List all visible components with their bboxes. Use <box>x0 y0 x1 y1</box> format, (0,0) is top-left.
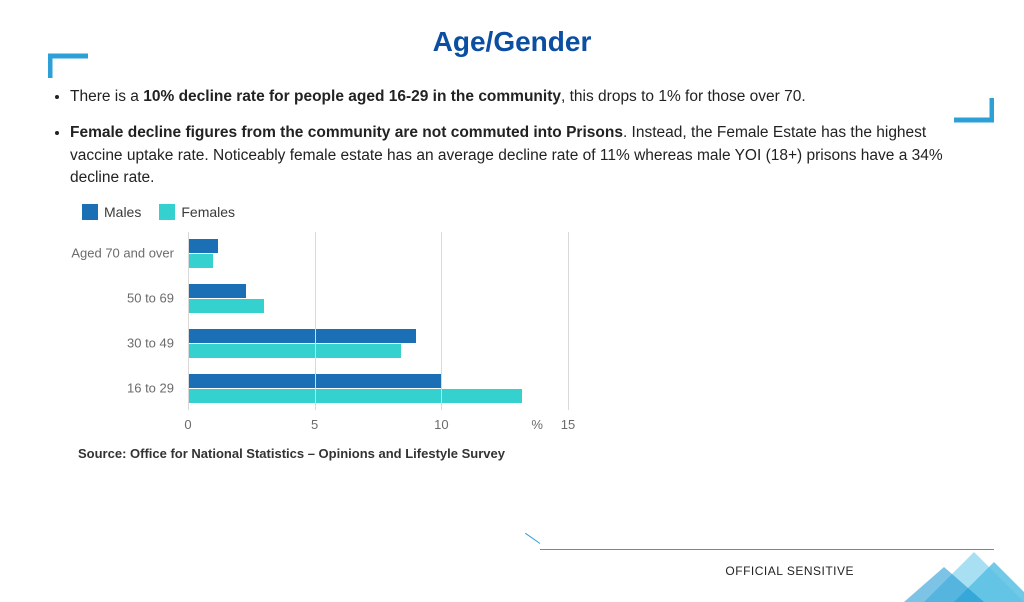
chart-x-unit: % <box>531 417 543 432</box>
chart-bar <box>188 239 218 253</box>
chart-category-group: 30 to 49 <box>188 329 568 358</box>
chart-legend: Males Females <box>82 204 598 220</box>
legend-item-males: Males <box>82 204 141 220</box>
chart-bar <box>188 284 246 298</box>
legend-swatch-females <box>159 204 175 220</box>
corner-decoration-bottom-right <box>874 512 1024 602</box>
chart-bar <box>188 329 416 343</box>
page-title: Age/Gender <box>0 26 1024 58</box>
corner-decoration-top-left <box>48 50 94 80</box>
legend-swatch-males <box>82 204 98 220</box>
chart-category-label: 50 to 69 <box>127 291 174 306</box>
chart-x-tick-label: 10 <box>434 417 448 432</box>
bullet-list: There is a 10% decline rate for people a… <box>52 86 972 190</box>
footer-divider <box>540 549 994 550</box>
chart-plot-area: Aged 70 and over 50 to 69 30 to 49 16 to 29… <box>188 232 568 432</box>
chart-x-tick-label: 15 <box>561 417 575 432</box>
chart-category-label: Aged 70 and over <box>71 246 174 261</box>
chart-bar <box>188 299 264 313</box>
chart-source: Source: Office for National Statistics –… <box>78 446 1024 461</box>
bullet-item: There is a 10% decline rate for people a… <box>70 86 972 108</box>
chart-category-label: 30 to 49 <box>127 336 174 351</box>
bullet-item: Female decline figures from the communit… <box>70 122 972 189</box>
chart-x-tick-label: 0 <box>184 417 191 432</box>
chart-category-group: 50 to 69 <box>188 284 568 313</box>
chart-bar <box>188 254 213 268</box>
legend-item-females: Females <box>159 204 235 220</box>
chart-gridline <box>441 232 442 410</box>
chart-bar <box>188 389 522 403</box>
chart-x-tick-label: 5 <box>311 417 318 432</box>
chart-gridline <box>315 232 316 410</box>
chart-bar <box>188 344 401 358</box>
chart-category-group: Aged 70 and over <box>188 239 568 268</box>
chart-category-label: 16 to 29 <box>127 381 174 396</box>
page-number: 11 <box>967 563 986 584</box>
chart-category-group: 16 to 29 <box>188 374 568 403</box>
corner-decoration-top-right <box>948 96 994 126</box>
chart-gridline <box>188 232 189 410</box>
decline-rate-chart: Males Females Aged 70 and over 50 to 69 30… <box>78 204 598 432</box>
chart-gridline <box>568 232 569 410</box>
